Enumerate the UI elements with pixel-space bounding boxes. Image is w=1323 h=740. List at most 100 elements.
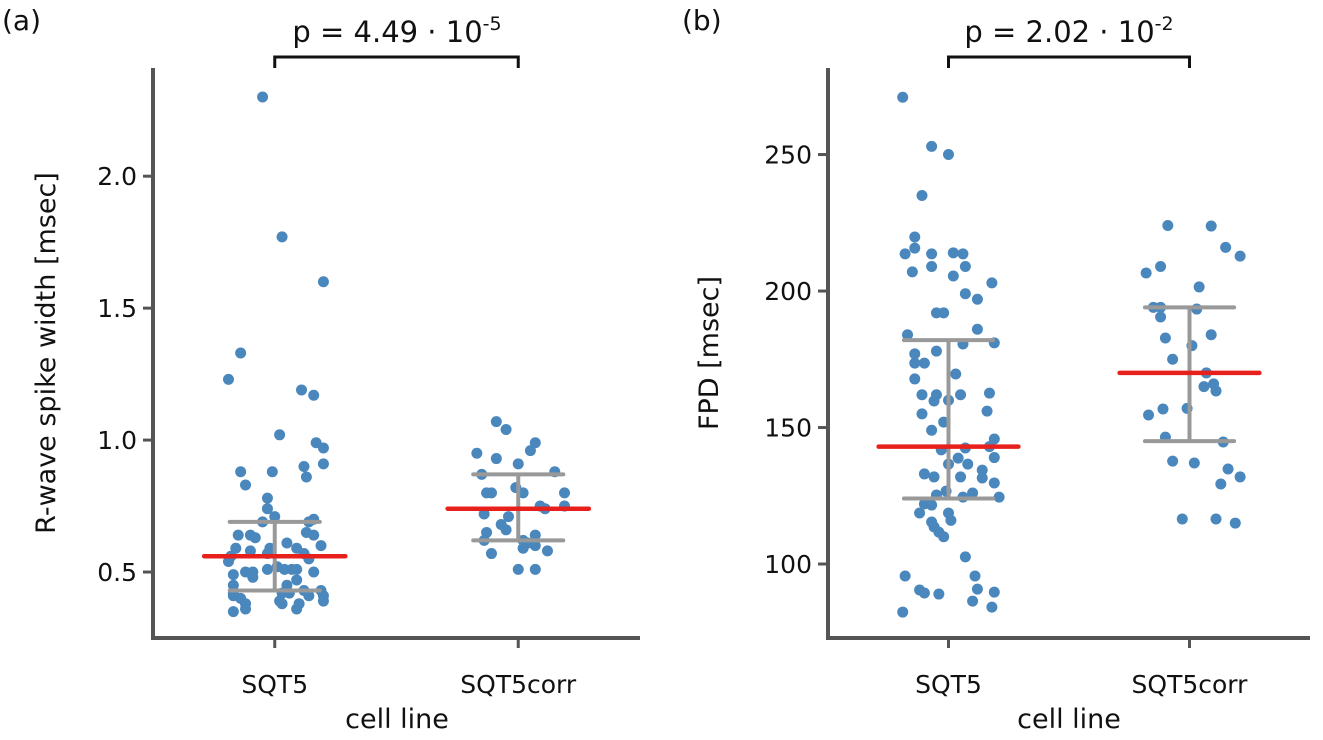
- data-point: [1205, 220, 1217, 232]
- data-point: [967, 487, 979, 499]
- y-tick-label: 150: [764, 414, 812, 443]
- panel-label: (b): [682, 4, 722, 37]
- data-point: [227, 569, 239, 581]
- data-point: [926, 424, 938, 436]
- data-point: [529, 529, 541, 541]
- data-point: [947, 270, 959, 282]
- p-value-exponent: -2: [1155, 13, 1174, 35]
- data-point: [281, 537, 293, 549]
- data-point: [317, 442, 329, 454]
- data-point: [909, 357, 921, 369]
- data-point: [976, 472, 988, 484]
- data-point: [529, 563, 541, 575]
- data-point: [962, 458, 974, 470]
- y-tick-label: 2.0: [97, 162, 137, 191]
- data-point: [909, 231, 921, 243]
- p-value-text: p = 2.02 · 10: [964, 15, 1154, 49]
- data-point: [298, 460, 310, 472]
- p-value-exponent: -5: [483, 13, 502, 35]
- data-point: [274, 429, 286, 441]
- data-point: [485, 548, 497, 560]
- y-axis-label: R-wave spike width [msec]: [31, 172, 62, 534]
- data-point: [308, 566, 320, 578]
- data-point: [541, 545, 553, 557]
- data-point: [1188, 457, 1200, 469]
- data-point: [1157, 403, 1169, 415]
- data-point: [959, 551, 971, 563]
- x-tick-label: SQT5: [241, 670, 308, 699]
- data-point: [512, 458, 524, 470]
- y-tick-label: 1.5: [97, 294, 137, 323]
- data-point: [471, 447, 483, 459]
- data-point: [485, 487, 497, 499]
- data-point: [317, 458, 329, 470]
- data-point: [918, 468, 930, 480]
- data-point: [897, 606, 909, 618]
- data-point: [955, 389, 967, 401]
- data-point: [261, 503, 273, 515]
- data-point: [899, 248, 911, 260]
- y-axis-label: FPD [msec]: [694, 276, 725, 430]
- data-point: [993, 491, 1005, 503]
- data-point: [478, 508, 490, 520]
- y-tick-label: 100: [764, 550, 812, 579]
- data-point: [1176, 513, 1188, 525]
- data-point: [1234, 250, 1246, 262]
- data-point: [1140, 267, 1152, 279]
- data-point: [517, 542, 529, 554]
- data-point: [317, 595, 329, 607]
- data-point: [959, 260, 971, 272]
- data-point: [269, 511, 281, 523]
- data-point: [1234, 471, 1246, 483]
- data-point: [983, 387, 995, 399]
- data-point: [909, 373, 921, 385]
- data-point: [926, 140, 938, 152]
- data-point: [926, 260, 938, 272]
- data-point: [291, 574, 303, 586]
- data-point: [916, 389, 928, 401]
- x-tick-label: SQT5corr: [460, 670, 577, 699]
- data-point: [1155, 260, 1167, 272]
- data-point: [1229, 517, 1241, 529]
- p-value-label: p = 2.02 · 10-2: [964, 13, 1173, 49]
- y-tick-label: 0.5: [97, 558, 137, 587]
- data-point: [955, 471, 967, 483]
- data-point: [988, 477, 1000, 489]
- data-point: [930, 345, 942, 357]
- data-point: [266, 466, 278, 478]
- data-point: [240, 479, 252, 491]
- panel-label: (a): [2, 4, 41, 37]
- y-tick-label: 250: [764, 141, 812, 170]
- data-point: [276, 231, 288, 243]
- data-point: [524, 445, 536, 457]
- data-point: [971, 293, 983, 305]
- significance-bracket: [947, 55, 1191, 68]
- data-point: [971, 583, 983, 595]
- data-point: [529, 540, 541, 552]
- data-point: [308, 389, 320, 401]
- data-point: [1210, 513, 1222, 525]
- data-point: [296, 384, 308, 396]
- data-point: [291, 563, 303, 575]
- data-point: [952, 452, 964, 464]
- data-point: [503, 511, 515, 523]
- y-tick-label: 200: [764, 277, 812, 306]
- data-point: [490, 453, 502, 465]
- data-point: [529, 437, 541, 449]
- data-point: [950, 368, 962, 380]
- data-point: [227, 606, 239, 618]
- panel-a: (a) p = 4.49 · 10-5 cell line R-wave spi…: [2, 4, 640, 735]
- data-point: [1167, 455, 1179, 467]
- data-point: [981, 405, 993, 417]
- data-point: [1162, 220, 1174, 232]
- data-point: [938, 307, 950, 319]
- data-point: [490, 416, 502, 428]
- x-axis-label: cell line: [1017, 704, 1121, 735]
- data-point: [276, 598, 288, 610]
- data-point: [1215, 478, 1227, 490]
- data-point: [943, 149, 954, 161]
- data-point: [1222, 463, 1234, 475]
- data-point: [971, 323, 983, 335]
- data-point: [222, 373, 234, 385]
